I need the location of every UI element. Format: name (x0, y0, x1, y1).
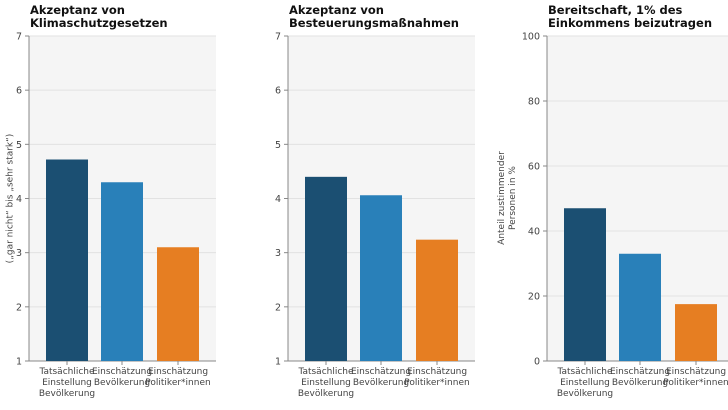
panel-3-bar-3 (675, 304, 717, 361)
panel-3-ytick-label: 0 (534, 357, 540, 368)
panel-1-ytick-label: 1 (16, 357, 22, 368)
panel-1-bar-3 (157, 247, 199, 361)
panel-3-ytick-label: 100 (522, 32, 540, 43)
panel-2-ytick-label: 7 (275, 32, 281, 43)
panel-2-bar-1 (305, 176, 347, 361)
panel-1-ytick-label: 2 (16, 302, 22, 313)
panel-1-xtick-label: Einschätzung Bevölkerung (92, 367, 152, 388)
panel-3-bar-2 (619, 253, 661, 361)
panel-3-ytick-label: 40 (528, 227, 540, 238)
panel-3-xtick-label: Einschätzung Politiker*innen (663, 367, 728, 388)
panel-2-ytick-label: 1 (275, 357, 281, 368)
panel-2-bar-2 (360, 195, 402, 361)
panel-3-title: Bereitschaft, 1% des Einkommens beizutra… (548, 3, 713, 30)
panel-3-ytick-label: 80 (528, 97, 540, 108)
panel-3-bar-1 (564, 208, 606, 361)
panel-1-ytick-label: 3 (16, 248, 22, 259)
panel-2-bar-3 (416, 239, 458, 361)
panel-3-ytick-label: 60 (528, 162, 540, 173)
panel-2-ytick-label: 5 (275, 140, 281, 151)
panel-1-xtick-label: Tatsächliche Einstellung Bevölkerung (38, 367, 95, 399)
panel-1-ytick-label: 5 (16, 140, 22, 151)
panel-3-ytick-label: 20 (528, 292, 540, 303)
panel-2-xtick-label: Einschätzung Bevölkerung (351, 367, 411, 388)
panel-2-ytick-label: 4 (275, 194, 281, 205)
panel-1-ytick-label: 4 (16, 194, 22, 205)
panel-1-ytick-label: 6 (16, 86, 22, 97)
panel-3-xtick-label: Einschätzung Bevölkerung (610, 367, 670, 388)
panel-2-title: Akzeptanz von Besteuerungsmaßnahmen (289, 3, 459, 30)
panel-2-ytick-label: 2 (275, 302, 281, 313)
panel-1-bar-2 (101, 182, 143, 361)
panel-2-ytick-label: 6 (275, 86, 281, 97)
panel-1-bar-1 (46, 159, 88, 361)
panel-2-xtick-label: Einschätzung Politiker*innen (404, 367, 469, 388)
panel-1-xtick-label: Einschätzung Politiker*innen (145, 367, 210, 388)
panel-2-ytick-label: 3 (275, 248, 281, 259)
panel-2-xtick-label: Tatsächliche Einstellung Bevölkerung (297, 367, 354, 399)
panel-1-title: Akzeptanz von Klimaschutzgesetzen (30, 3, 168, 30)
panel-3-xtick-label: Tatsächliche Einstellung Bevölkerung (556, 367, 613, 399)
panel-1-ytick-label: 7 (16, 32, 22, 43)
